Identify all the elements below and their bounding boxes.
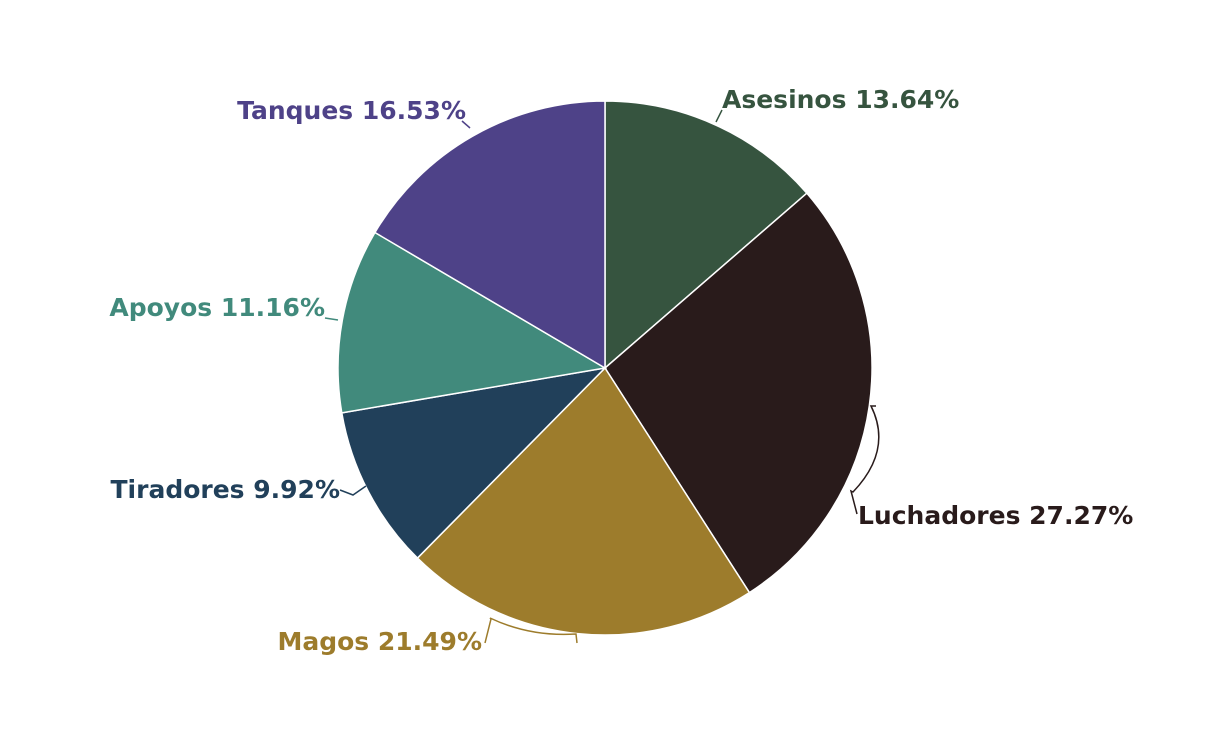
pie-slice-asesinos bbox=[604, 100, 808, 370]
leader-line-tiradores bbox=[339, 485, 367, 496]
pie-slice-tanques bbox=[373, 100, 606, 370]
leader-line-apoyos bbox=[324, 317, 339, 321]
slice-label-asesinos: Asesinos 13.64% bbox=[722, 85, 959, 114]
slice-label-apoyos: Apoyos 11.16% bbox=[109, 293, 325, 322]
label-leader-lines bbox=[324, 109, 880, 644]
pie-slice-luchadores bbox=[604, 192, 873, 594]
pie-slice-apoyos bbox=[337, 231, 608, 414]
leader-line-tanques bbox=[461, 120, 471, 129]
leader-line-asesinos bbox=[715, 109, 723, 123]
leader-line-magos bbox=[484, 617, 578, 644]
slice-label-tanques: Tanques 16.53% bbox=[237, 96, 466, 125]
slice-label-tiradores: Tiradores 9.92% bbox=[111, 475, 341, 504]
slice-label-luchadores: Luchadores 27.27% bbox=[858, 501, 1133, 530]
pie-slices bbox=[337, 100, 873, 636]
slice-labels: Asesinos 13.64% Luchadores 27.27% Magos 21… bbox=[109, 85, 1133, 656]
pie-slice-magos bbox=[416, 366, 751, 636]
slice-label-magos: Magos 21.49% bbox=[277, 627, 482, 656]
leader-line-luchadores bbox=[849, 405, 880, 515]
pie-slice-tiradores bbox=[340, 366, 608, 560]
